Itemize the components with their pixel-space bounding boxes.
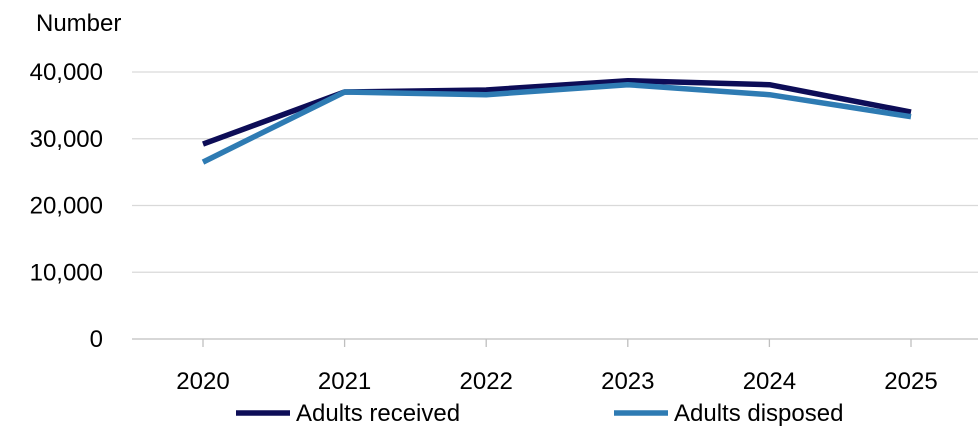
y-tick-label: 20,000 (30, 193, 103, 220)
x-tick-label: 2025 (884, 368, 937, 395)
legend: Adults received Adults disposed (236, 400, 843, 426)
x-axis: 2020 2021 2022 2023 2024 2025 (132, 338, 978, 395)
y-tick-label: 40,000 (30, 59, 103, 86)
x-tick-label: 2023 (601, 368, 654, 395)
x-tick-label: 2024 (743, 368, 796, 395)
y-axis-title: Number (36, 10, 121, 37)
x-tick-label: 2021 (318, 368, 371, 395)
series-line-adults-disposed (201, 81, 912, 165)
legend-label: Adults received (296, 400, 460, 426)
x-tick-label: 2020 (176, 368, 229, 395)
y-tick-label: 30,000 (30, 126, 103, 153)
x-tick-label: 2022 (460, 368, 513, 395)
legend-label: Adults disposed (674, 400, 843, 426)
gridlines (132, 71, 978, 273)
y-tick-label: 0 (90, 326, 103, 353)
series-lines (201, 77, 912, 165)
y-tick-label: 10,000 (30, 259, 103, 286)
y-tick-labels: 0 10,000 20,000 30,000 40,000 (30, 59, 103, 353)
